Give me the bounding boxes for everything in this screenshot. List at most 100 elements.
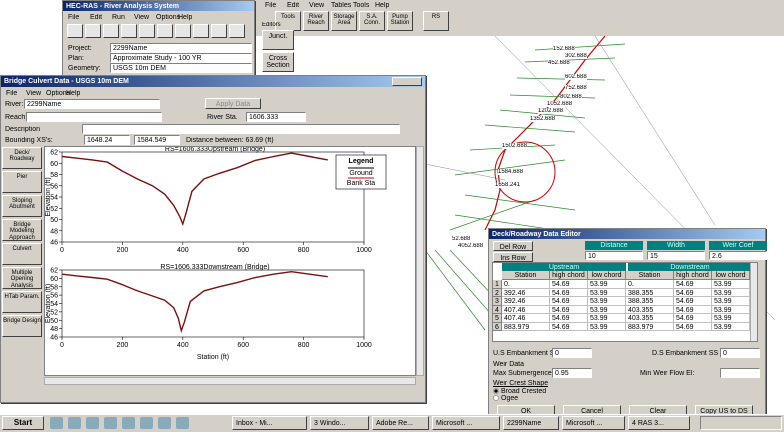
bounding-xs[interactable]: 1648.24 [84,135,130,145]
station-label: 52.688 [452,236,471,242]
editor-button[interactable]: Pier [2,171,42,193]
tool-button[interactable]: RS [423,11,449,31]
menu-item: View [26,90,42,97]
y-tick-label: 46 [50,335,58,342]
field-label: Project: [68,45,92,52]
column-header: low chord [588,271,626,280]
table-cell: 54.69 [674,288,712,297]
field-value[interactable]: USGS 10m DEM [110,63,252,73]
table-cell: 392.46 [502,288,550,297]
param-header: Width [647,241,705,250]
editor-button[interactable]: Deck/ Roadway [2,147,42,169]
ds-field[interactable]: 0 [720,348,760,358]
station-label: 1052.688 [547,101,573,107]
row-number: 1 [493,280,502,289]
taskbar-item[interactable]: Microsoft ... [432,416,500,430]
tool-button[interactable]: Pump Station [387,11,413,31]
plot-frame [61,151,365,243]
toolbar-icon[interactable] [211,24,227,38]
min-weir-field[interactable] [720,368,760,378]
y-tick-label: 54 [50,195,58,202]
y-tick-label: 48 [50,326,58,333]
x-tick-label: 1000 [356,342,372,349]
table-cell: 392.46 [502,297,550,306]
editor-button[interactable]: Multiple Opening Analysis [2,267,42,289]
param-value[interactable]: 2.6 [709,251,767,260]
description-field[interactable] [82,124,400,134]
menu-item: Edit [287,2,300,9]
field-label: Geometry: [68,65,101,72]
max-sub-field[interactable]: 0.95 [552,368,592,378]
radio-option: Ogee [493,395,519,402]
toolbar-icon[interactable] [85,24,101,38]
y-axis-label: Elevation (ft) [45,284,52,323]
river-line [484,35,606,231]
toolbar-icon[interactable] [175,24,191,38]
toolbar-icon[interactable] [193,24,209,38]
reach-select[interactable] [26,112,162,122]
param-value[interactable]: 15 [647,251,705,260]
column-header: high chord [550,271,588,280]
toolbar-icon[interactable] [67,24,83,38]
bounding-xs[interactable]: 1584.549 [134,135,180,145]
river-sta-select[interactable]: 1606.333 [246,112,306,122]
del-row-button[interactable]: Del Row [493,241,533,251]
field-value[interactable]: Approximate Study - 100 YR [110,53,252,63]
y-tick-label: 56 [50,293,58,300]
apply-button[interactable]: Apply Data [205,98,261,109]
editor-button[interactable]: HTab Param. [2,291,42,313]
start-button[interactable]: Start [2,416,44,430]
taskbar-item[interactable]: 4 RAS 3... [628,416,690,430]
editor-button[interactable]: Bridge Design [2,315,42,337]
table-cell: 53.99 [712,297,750,306]
taskbar-item[interactable]: Adobe Re... [372,416,429,430]
table-cell: 407.46 [502,314,550,323]
param-value[interactable]: 10 [585,251,643,260]
distance-text: Distance between: 63.69 (ft) [186,137,274,144]
table-cell: 54.69 [550,305,588,314]
editor-button[interactable]: Culvert [2,243,42,265]
table-cell: 54.69 [550,297,588,306]
toolbar-icon[interactable] [103,24,119,38]
quick-launch-icon [104,417,117,429]
v-scrollbar [416,146,424,376]
legend-item: Bank Sta [347,180,376,187]
toolbar-icon[interactable] [139,24,155,38]
table-cell: 0. [626,280,674,289]
river-select[interactable]: 2299Name [24,99,160,109]
y-tick-label: 54 [50,301,58,308]
field-value[interactable]: 2299Name [110,43,252,53]
cross-section-button[interactable]: Cross Section [262,52,294,72]
tool-button[interactable]: Storage Area [331,11,357,31]
table-cell: 53.99 [588,314,626,323]
y-tick-label: 52 [50,309,58,316]
toolbar-icon[interactable] [121,24,137,38]
crest-label: Weir Crest Shape [493,380,549,387]
toolbar-icon[interactable] [157,24,173,38]
editor-button[interactable]: Sloping Abutment [2,195,42,217]
tool-button[interactable]: Tools [275,11,301,31]
editor-button[interactable]: Bridge Modeling Approach [2,219,42,241]
taskbar-item[interactable]: Inbox - Mi... [232,416,307,430]
ins-row-button[interactable]: Ins Row [493,252,533,262]
table-cell: 53.99 [588,305,626,314]
window-controls[interactable] [392,77,422,86]
description-label: Description [5,126,41,133]
x-axis-label: Station (ft) [197,354,229,361]
toolbar-icon[interactable] [229,24,245,38]
table-cell: 54.69 [674,322,712,331]
table-cell: 54.69 [550,280,588,289]
taskbar-item[interactable]: 2299Name [503,416,559,430]
us-field[interactable]: 0 [552,348,592,358]
menu-item: File [6,90,18,97]
tool-button[interactable]: River Reach [303,11,329,31]
tool-button[interactable]: S.A. Conn. [359,11,385,31]
y-tick-label: 56 [50,183,58,190]
table-cell: 53.99 [712,280,750,289]
taskbar-item[interactable]: Microsoft ... [562,416,625,430]
y-tick-label: 58 [50,172,58,179]
bridge-title: Bridge Culvert Data - USGS 10m DEM [1,76,425,87]
taskbar-item[interactable]: 3 Windo... [310,416,369,430]
bounding-label: Bounding XS's: [5,137,53,144]
junct-button[interactable]: Junct. [262,30,294,50]
